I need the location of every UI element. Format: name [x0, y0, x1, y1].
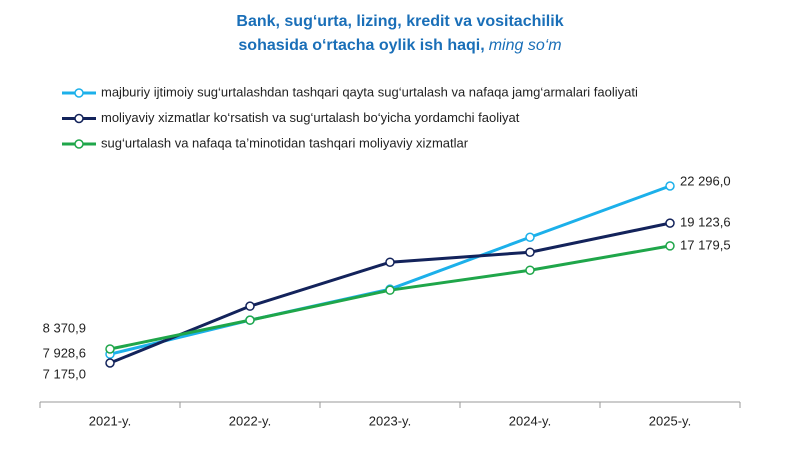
data-point — [105, 344, 115, 354]
chart-title: Bank, sug‘urta, lizing, kredit va vosita… — [236, 13, 563, 30]
legend-marker — [74, 139, 84, 149]
data-point — [385, 257, 395, 267]
data-point — [525, 265, 535, 275]
data-point — [245, 315, 255, 325]
legend-label: sug‘urtalash va nafaqa ta’minotidan tash… — [101, 135, 469, 150]
x-tick-label: 2022-y. — [229, 413, 271, 428]
data-label: 22 296,0 — [680, 173, 731, 188]
x-tick-label: 2023-y. — [369, 413, 411, 428]
chart-title: sohasida o‘rtacha oylik ish haqi, — [238, 37, 484, 54]
data-point — [525, 247, 535, 257]
chart-subtitle: ming so‘m — [489, 37, 562, 54]
x-tick-label: 2021-y. — [89, 413, 131, 428]
data-point — [665, 218, 675, 228]
data-point — [665, 241, 675, 251]
data-label: 19 123,6 — [680, 215, 731, 230]
legend-label: moliyaviy xizmatlar ko‘rsatish va sug‘ur… — [101, 110, 520, 125]
legend-marker — [74, 88, 84, 98]
data-point — [105, 358, 115, 368]
x-tick-label: 2025-y. — [649, 413, 691, 428]
legend-marker — [74, 113, 84, 124]
legend-label: majburiy ijtimoiy sug‘urtalashdan tashqa… — [101, 84, 638, 99]
data-point — [385, 285, 395, 295]
data-label: 8 370,9 — [43, 320, 86, 335]
x-tick-label: 2024-y. — [509, 413, 551, 428]
data-label: 7 175,0 — [43, 366, 86, 381]
data-point — [245, 301, 255, 311]
data-label: 7 928,6 — [43, 346, 86, 361]
data-point — [665, 181, 675, 191]
data-point — [525, 232, 535, 242]
data-label: 17 179,5 — [680, 237, 731, 252]
chart-title-line: sohasida o‘rtacha oylik ish haqi, ming so… — [238, 37, 561, 54]
